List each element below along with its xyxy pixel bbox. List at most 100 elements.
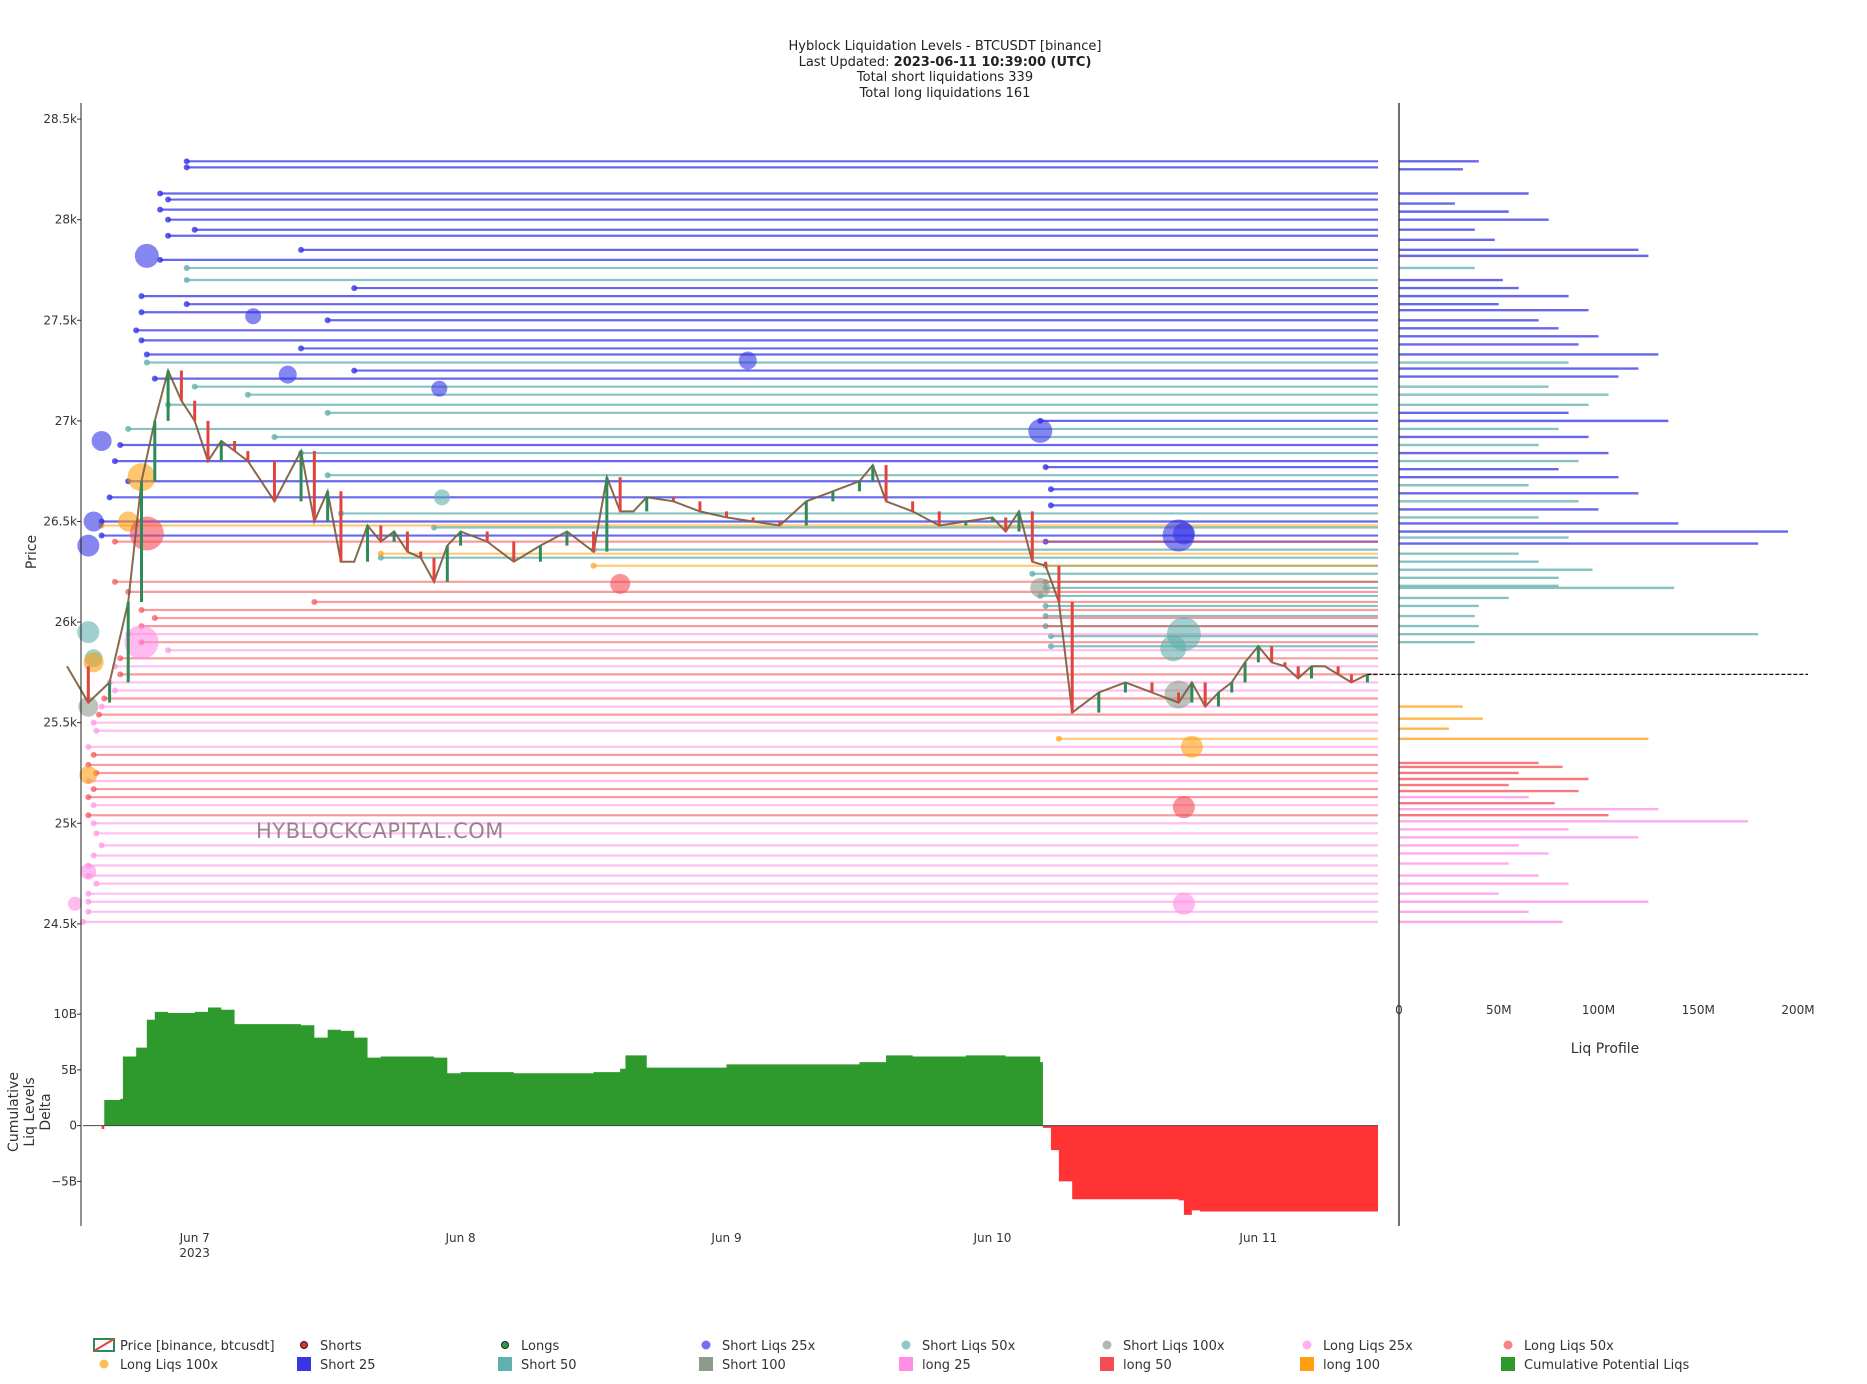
legend-label: Short 25: [320, 1358, 376, 1373]
short-level-start-dot: [1042, 464, 1049, 471]
long-level-start-dot: [95, 711, 102, 718]
legend-long25-dot: [1302, 1340, 1312, 1350]
short-level-start-dot: [1047, 502, 1054, 509]
long-level-start-dot: [101, 695, 108, 702]
long-liquidation-levels: [80, 522, 1378, 925]
long25-bubble: [1172, 892, 1195, 915]
liq-profile-panel: 050M100M150M200M Liq Profile: [1395, 160, 1815, 1057]
short25-bubble: [1028, 418, 1053, 443]
chart-header: Hyblock Liquidation Levels - BTCUSDT [bi…: [789, 39, 1102, 101]
short-level-start-dot: [298, 345, 305, 352]
legend-cumulative-swatch: [1501, 1357, 1515, 1371]
long-level-start-dot: [85, 890, 92, 897]
liq-profile-x-axis: 050M100M150M200M: [1395, 1003, 1814, 1017]
price-panel: HYBLOCKCAPITAL.COM 24.5k 25k 25.5k 26k 26.5k…: [24, 112, 1808, 931]
short-level-start-dot: [138, 309, 145, 316]
short100-bubble: [1030, 577, 1051, 598]
last-updated-label: Last Updated:: [799, 55, 894, 70]
long-level-start-dot: [111, 538, 118, 545]
time-x-tick-label: Jun 11: [1238, 1231, 1277, 1245]
long-level-start-dot: [590, 562, 597, 569]
short-level-start-dot: [125, 425, 132, 432]
legend-shorts-dot: [300, 1341, 308, 1349]
title-line-1: Hyblock Liquidation Levels - BTCUSDT [bi…: [789, 39, 1102, 54]
price-y-axis: 24.5k 25k 25.5k 26k 26.5k 27k 27.5k 28k 28.5k: [43, 112, 81, 931]
short25-bubble: [431, 380, 448, 397]
short-level-start-dot: [165, 196, 172, 203]
price-y-tick-label: 28k: [55, 213, 77, 227]
short-liquidation-levels: [98, 158, 1378, 650]
price-y-tick-label: 25.5k: [43, 716, 77, 730]
legend-label: Short 50: [521, 1358, 577, 1373]
long50-bubble: [129, 516, 164, 551]
last-updated-value: 2023-06-11 10:39:00 (UTC): [894, 55, 1092, 70]
long-level-start-dot: [90, 820, 97, 827]
time-x-year-label: 2023: [179, 1246, 210, 1260]
short25-bubble: [83, 511, 104, 532]
long-level-start-dot: [111, 687, 118, 694]
short-level-start-dot: [1029, 570, 1036, 577]
short-level-start-dot: [183, 164, 190, 171]
long-level-start-dot: [85, 908, 92, 915]
short25-bubble: [77, 534, 100, 557]
long-level-start-dot: [117, 671, 124, 678]
short-level-start-dot: [143, 359, 150, 366]
legend-label: Short 100: [722, 1358, 786, 1373]
short-level-start-dot: [1047, 486, 1054, 493]
time-x-tick-label: Jun 10: [973, 1231, 1012, 1245]
long-level-start-dot: [98, 842, 105, 849]
short-level-start-dot: [157, 256, 164, 263]
long-level-start-dot: [93, 830, 100, 837]
title-line-3: Total short liquidations 339: [856, 70, 1033, 85]
short-level-start-dot: [151, 375, 158, 382]
cumulative-y-axis: −5B 0 5B 10B: [51, 1007, 81, 1188]
long25-bubble: [124, 625, 159, 660]
long-level-start-dot: [117, 655, 124, 662]
time-x-tick-label: Jun 8: [444, 1231, 475, 1245]
price-y-tick-label: 27.5k: [43, 313, 77, 327]
cumulative-axis-title-line: Cumulative: [6, 1072, 22, 1152]
short25-bubble: [245, 308, 262, 325]
long-level-start-dot: [377, 550, 384, 557]
long-level-start-dot: [165, 647, 172, 654]
long-level-start-dot: [85, 743, 92, 750]
short25-bubble: [1172, 522, 1195, 545]
short100-bubble: [78, 696, 99, 717]
legend-long100-dot: [99, 1359, 109, 1369]
legend-label: Longs: [521, 1339, 559, 1354]
short-level-start-dot: [271, 433, 278, 440]
short-level-start-dot: [133, 327, 140, 334]
short25-bubble: [278, 365, 297, 384]
short-level-start-dot: [183, 277, 190, 284]
long-level-start-dot: [90, 719, 97, 726]
cum-y-tick-label: 5B: [61, 1063, 77, 1077]
legend-label: Shorts: [320, 1339, 362, 1354]
cum-y-tick-label: −5B: [51, 1174, 77, 1188]
long-level-start-dot: [93, 727, 100, 734]
long-level-start-dot: [85, 794, 92, 801]
cumulative-positive-area: [83, 1007, 1378, 1126]
legend-short25-swatch: [297, 1357, 311, 1371]
cum-y-tick-label: 0: [69, 1119, 77, 1133]
price-line: [66, 367, 1368, 715]
short-level-start-dot: [191, 383, 198, 390]
legend-price-swatch-line: [93, 1338, 115, 1352]
long-level-start-dot: [90, 802, 97, 809]
short-level-start-dot: [117, 442, 124, 449]
long-level-start-dot: [93, 880, 100, 887]
long-level-start-dot: [1055, 735, 1062, 742]
long50-bubble: [610, 573, 631, 594]
cumulative-negative-area: [83, 1125, 1378, 1215]
price-y-tick-label: 28.5k: [43, 112, 77, 126]
cum-y-tick-label: 10B: [53, 1007, 77, 1021]
long100-bubble: [83, 652, 104, 673]
title-line-2: Last Updated: 2023-06-11 10:39:00 (UTC): [799, 55, 1092, 70]
short-level-start-dot: [183, 158, 190, 165]
long100-bubble: [1180, 735, 1203, 758]
short-level-start-dot: [157, 190, 164, 197]
cumulative-axis-title-line: Liq Levels: [22, 1077, 38, 1146]
long-level-start-dot: [98, 703, 105, 710]
short50-bubble: [1160, 635, 1187, 662]
price-y-tick-label: 26k: [55, 615, 77, 629]
